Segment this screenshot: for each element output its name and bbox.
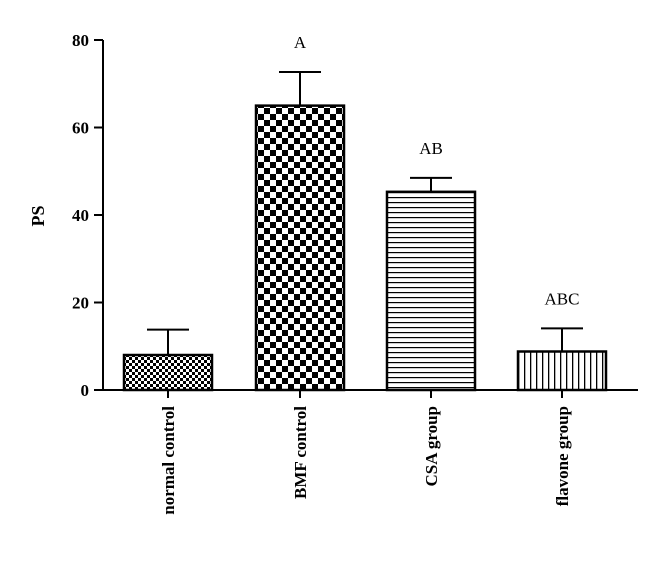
x-category-label: BMF control [291,406,310,499]
significance-label: A [294,33,307,52]
significance-label: AB [419,139,443,158]
y-tick-label: 0 [81,381,90,400]
bar-normal-control [122,353,214,392]
y-tick-label: 40 [72,206,89,225]
bar-csa-group [385,190,477,392]
y-tick-label: 60 [72,119,89,138]
bars-group [122,104,608,392]
y-axis-title: PS [28,205,48,226]
bar-flavone-group [516,350,608,392]
bar-bmf-control [254,104,346,392]
y-axis: 0 20 40 60 80 [72,31,104,400]
annotations-group: A AB ABC [294,33,580,308]
y-tick-label: 80 [72,31,89,50]
significance-label: ABC [545,289,580,308]
x-category-label: CSA group [422,406,441,486]
y-tick-label: 20 [72,294,89,313]
x-category-label: flavone group [553,406,572,506]
error-bars-group [147,70,583,355]
x-category-label: normal control [159,406,178,515]
category-labels-group: normal control BMF control CSA group flavon… [159,406,572,515]
